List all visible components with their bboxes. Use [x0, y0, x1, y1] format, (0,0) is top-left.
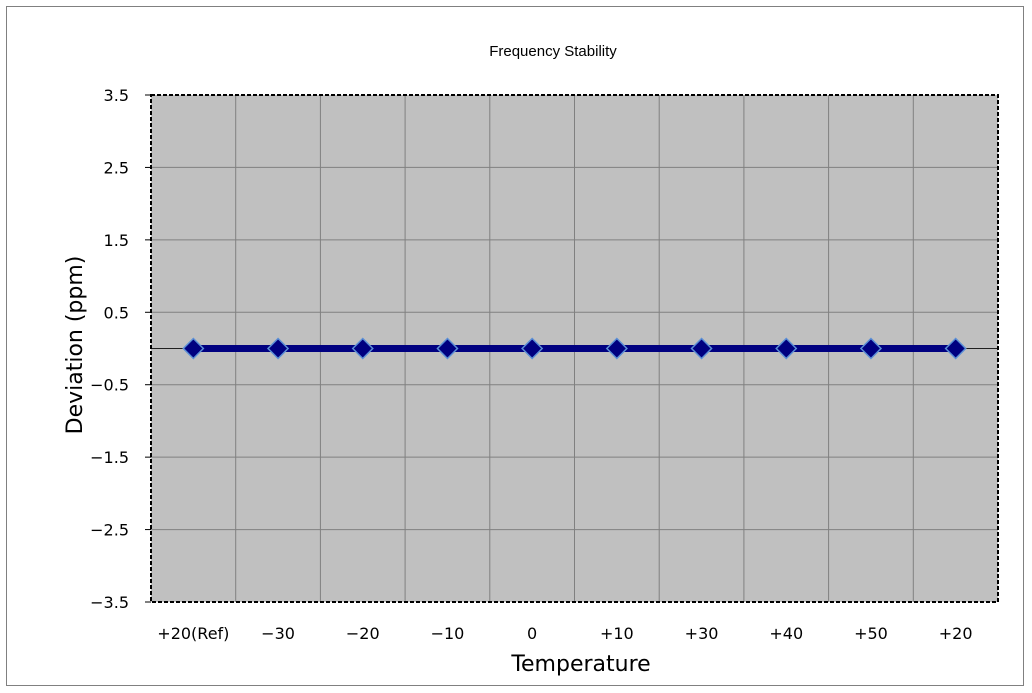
y-axis-title: Deviation (ppm)	[63, 256, 88, 435]
series-group	[182, 337, 967, 360]
data-point-marker	[436, 337, 459, 360]
data-point-marker	[182, 337, 205, 360]
y-tick-label: 0.5	[104, 303, 129, 322]
y-tick-label: −2.5	[90, 521, 129, 540]
data-point-marker	[521, 337, 544, 360]
y-tick-label: −3.5	[90, 593, 129, 612]
y-tick-label: 2.5	[104, 158, 129, 177]
data-point-marker	[351, 337, 374, 360]
y-tick-label: 3.5	[104, 86, 129, 105]
chart-svg: Frequency Stability 3.5 2.5 1.5 0.5 −0.5 −1.5…	[63, 43, 999, 677]
x-axis-title: Temperature	[510, 652, 650, 677]
y-tick-label: −1.5	[90, 448, 129, 467]
y-tick-label: 1.5	[104, 231, 129, 250]
data-point-marker	[944, 337, 967, 360]
data-point-marker	[775, 337, 798, 360]
chart-frame: Frequency Stability 3.5 2.5 1.5 0.5 −0.5 −1.5…	[6, 6, 1024, 686]
data-point-marker	[690, 337, 713, 360]
x-tick-label: +30	[685, 624, 719, 643]
x-tick-label: −10	[431, 624, 465, 643]
x-tick-label: +20	[939, 624, 973, 643]
data-point-marker	[605, 337, 628, 360]
y-axis-ticks: 3.5 2.5 1.5 0.5 −0.5 −1.5 −2.5 −3.5	[90, 86, 151, 612]
x-tick-label: +50	[854, 624, 888, 643]
chart-title: Frequency Stability	[489, 43, 617, 60]
x-axis-ticks: +20(Ref) −30 −20 −10 0 +10 +30 +40 +50 +20	[157, 624, 972, 643]
x-tick-label: +40	[769, 624, 803, 643]
x-tick-label: 0	[527, 624, 537, 643]
y-tick-label: −0.5	[90, 376, 129, 395]
data-point-marker	[266, 337, 290, 360]
data-point-marker	[859, 337, 883, 360]
plot-border	[150, 94, 999, 603]
x-tick-label: −30	[261, 624, 295, 643]
x-tick-label: +10	[600, 624, 634, 643]
x-tick-label: −20	[346, 624, 380, 643]
x-tick-label: +20(Ref)	[157, 624, 229, 643]
